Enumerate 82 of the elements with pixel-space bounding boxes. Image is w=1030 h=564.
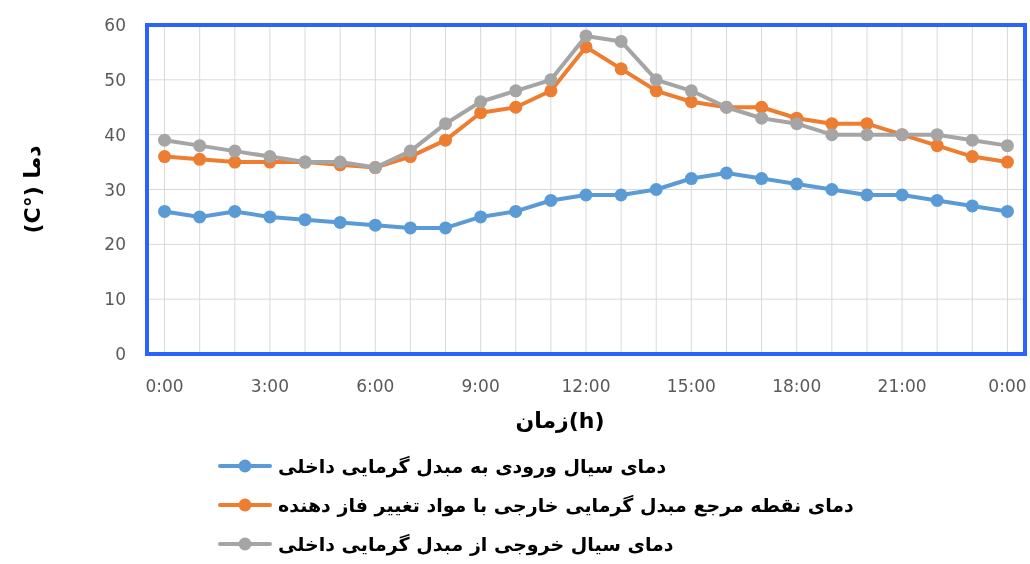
point [755, 172, 769, 186]
point [790, 117, 804, 131]
point [193, 210, 207, 224]
point [965, 133, 979, 147]
x-axis-title: زمان(h) [515, 408, 605, 433]
x-tick-label: 3:00 [250, 376, 290, 396]
point [1000, 204, 1014, 218]
point [263, 210, 277, 224]
point [228, 144, 242, 158]
point [544, 193, 558, 207]
point [614, 34, 628, 48]
x-tick-label: 15:00 [666, 376, 716, 396]
point [439, 117, 453, 131]
legend-label: دمای نقطه مرجع مبدل گرمایی خارجی با مواد تغییر فاز دهنده [278, 494, 855, 517]
y-tick-label: 60 [104, 15, 126, 35]
x-tick-label: 6:00 [356, 376, 395, 396]
point [930, 128, 944, 142]
y-tick-label: 30 [104, 179, 126, 200]
point [860, 188, 874, 202]
y-tick-label: 40 [104, 124, 126, 145]
point [649, 84, 663, 98]
point [544, 73, 558, 87]
point [684, 95, 698, 109]
y-axis-title: دما (°C) [20, 145, 45, 234]
point [298, 213, 312, 227]
point [930, 139, 944, 153]
point [965, 199, 979, 213]
point [439, 133, 453, 147]
x-tick-label: 21:00 [877, 376, 927, 396]
point [228, 155, 242, 169]
point [158, 150, 172, 164]
point [439, 221, 453, 235]
point [649, 73, 663, 87]
x-tick-label: 9:00 [461, 376, 500, 396]
point [860, 128, 874, 142]
legend-label: دمای سیال خروجی از مبدل گرمایی داخلی [278, 533, 674, 556]
point [1000, 139, 1014, 153]
x-tick-label: 0:00 [988, 376, 1027, 396]
point [193, 152, 207, 166]
point [403, 144, 417, 158]
point [368, 218, 382, 232]
point [649, 183, 663, 196]
point [509, 84, 523, 98]
point [825, 128, 839, 142]
x-tick-label: 0:00 [145, 376, 184, 396]
point [509, 204, 523, 218]
point [544, 84, 558, 98]
point [263, 150, 277, 164]
point [579, 188, 593, 202]
x-tick-label: 12:00 [561, 376, 611, 396]
point [474, 106, 488, 120]
point [614, 188, 628, 202]
y-tick-label: 0 [115, 344, 126, 364]
legend-label: دمای سیال ورودی به مبدل گرمایی داخلی [278, 455, 667, 478]
x-tick-label: 18:00 [772, 376, 822, 396]
point [895, 188, 909, 202]
point [403, 221, 417, 235]
point [684, 84, 698, 98]
point [193, 139, 207, 153]
y-tick-label: 50 [104, 69, 126, 90]
point [790, 177, 804, 191]
point [228, 204, 242, 218]
point [719, 166, 733, 180]
point [1000, 155, 1014, 169]
y-tick-label: 10 [104, 289, 126, 310]
point [158, 204, 172, 218]
point [860, 117, 874, 131]
point [755, 100, 769, 114]
point [965, 150, 979, 164]
point [158, 133, 172, 147]
point [333, 215, 347, 229]
point [509, 100, 523, 114]
point [755, 111, 769, 125]
point [930, 193, 944, 207]
y-tick-label: 20 [104, 234, 126, 255]
point [474, 210, 488, 224]
point [825, 183, 839, 196]
point [825, 117, 839, 131]
point [684, 172, 698, 186]
point [614, 62, 628, 76]
point [474, 95, 488, 109]
point [579, 29, 593, 43]
